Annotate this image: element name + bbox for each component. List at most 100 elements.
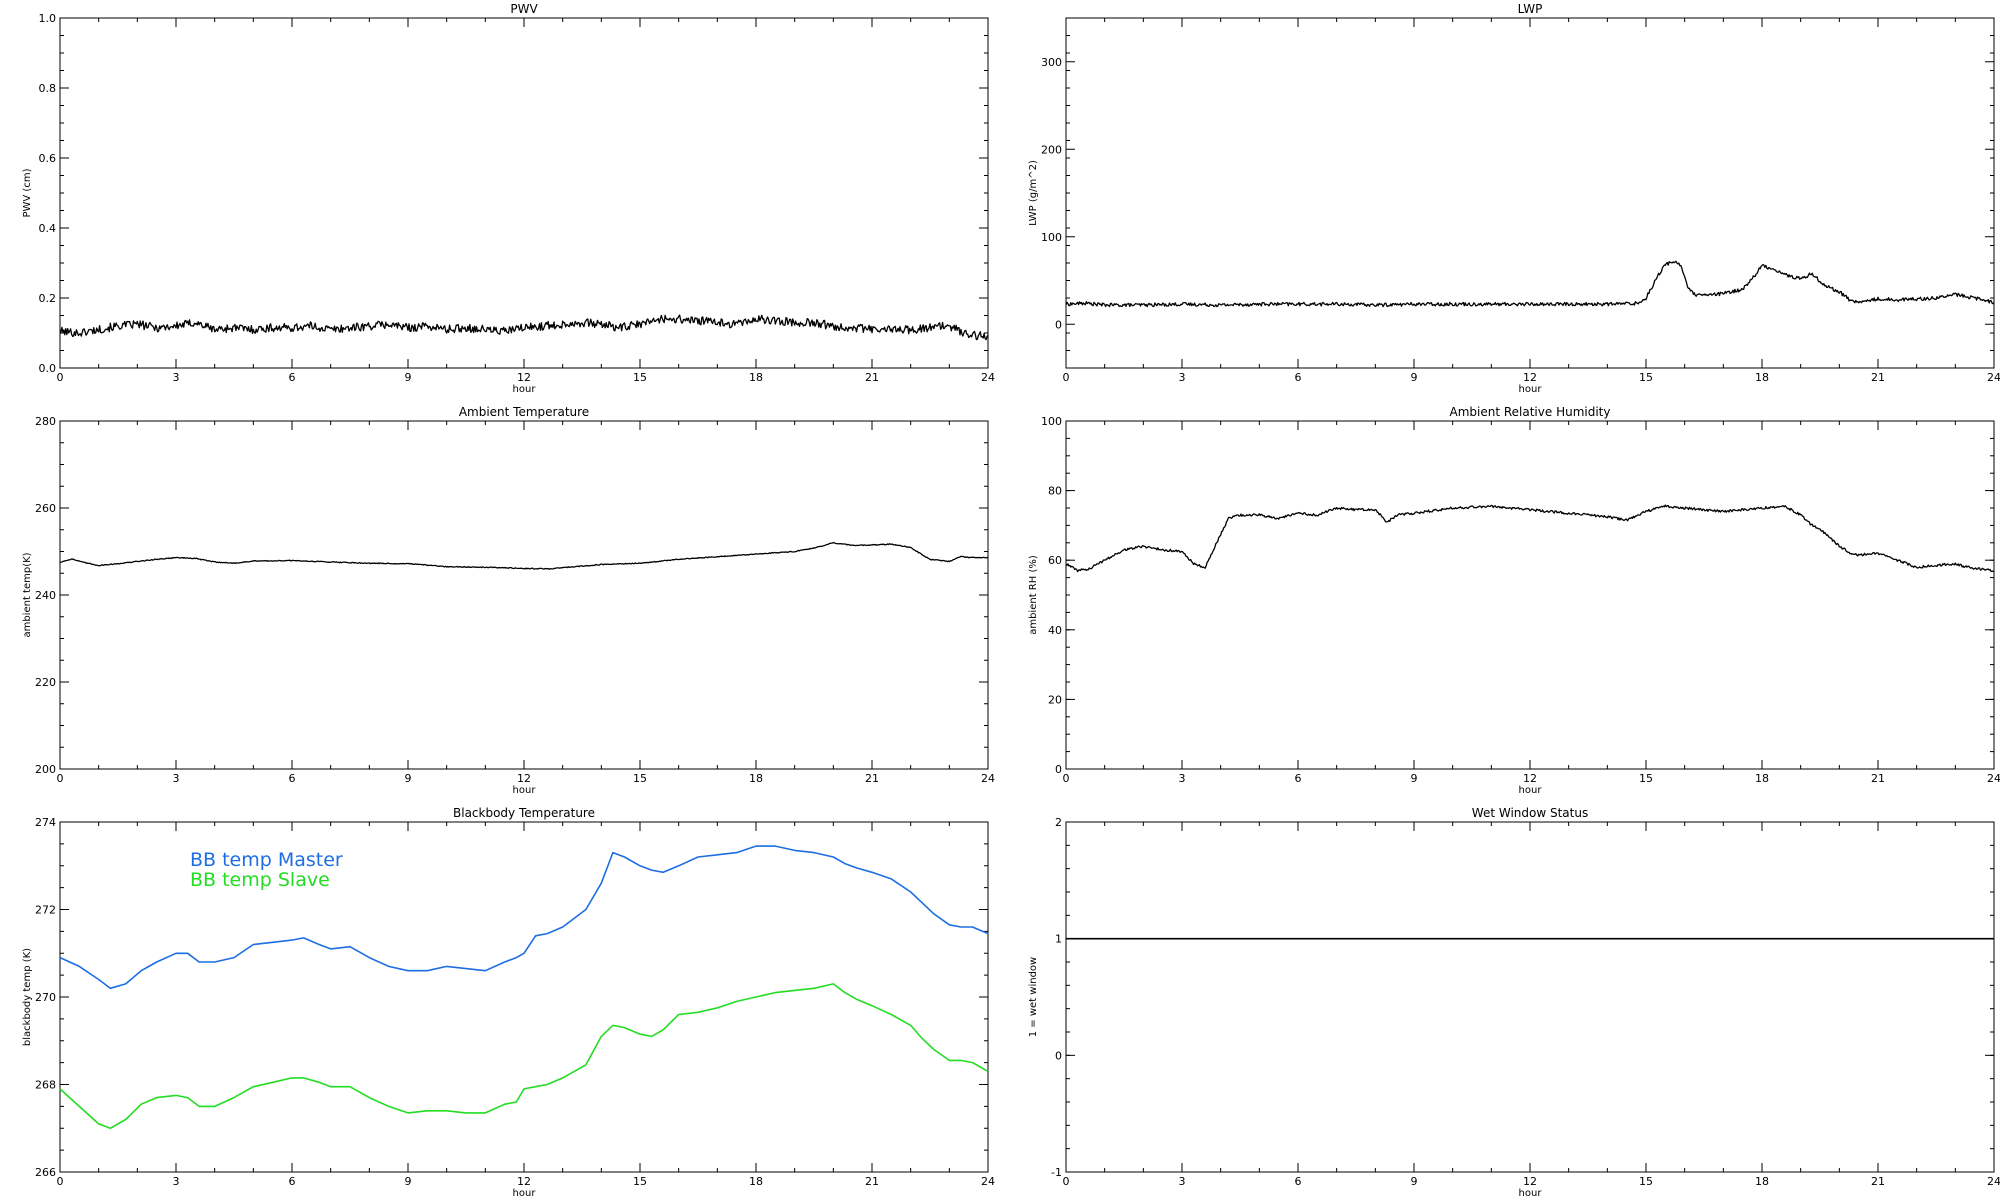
x-tick-label: 18 bbox=[1755, 1175, 1769, 1188]
y-tick-label: 20 bbox=[1048, 693, 1062, 706]
x-tick-label: 12 bbox=[517, 772, 531, 785]
x-tick-label: 21 bbox=[865, 772, 879, 785]
x-tick-label: 6 bbox=[289, 1175, 296, 1188]
chart-panel: Ambient Relative Humidity 0 3 6 9 12 15 18 21 24 0… bbox=[1028, 405, 2000, 796]
x-tick-label: 21 bbox=[1871, 772, 1885, 785]
plot-frame bbox=[1065, 821, 1995, 1173]
x-tick-label: 18 bbox=[1755, 371, 1769, 384]
x-tick-label: 9 bbox=[1411, 371, 1418, 384]
y-tick-label: 0 bbox=[1055, 318, 1062, 331]
x-tick-label: 0 bbox=[1063, 1175, 1070, 1188]
y-tick-label: 220 bbox=[35, 676, 56, 689]
y-tick-label: 0.4 bbox=[39, 222, 57, 235]
y-tick-label: 270 bbox=[35, 991, 56, 1004]
series-line bbox=[59, 541, 989, 570]
x-tick-label: 15 bbox=[633, 1175, 647, 1188]
y-axis-label: 1 = wet window bbox=[1028, 957, 1039, 1037]
y-tick-label: 268 bbox=[35, 1079, 56, 1092]
chart-title: Ambient Temperature bbox=[459, 405, 589, 419]
x-tick-label: 3 bbox=[1179, 371, 1186, 384]
x-tick-label: 24 bbox=[1987, 371, 2000, 384]
chart-title: Wet Window Status bbox=[1472, 806, 1588, 820]
x-tick-label: 24 bbox=[981, 1175, 995, 1188]
x-tick-label: 18 bbox=[749, 772, 763, 785]
y-tick-label: 2 bbox=[1055, 816, 1062, 829]
y-tick-label: -1 bbox=[1051, 1166, 1062, 1179]
x-tick-label: 6 bbox=[1295, 1175, 1302, 1188]
x-axis-label: hour bbox=[513, 785, 537, 796]
x-tick-label: 12 bbox=[1523, 371, 1537, 384]
y-tick-label: 0.6 bbox=[39, 152, 57, 165]
x-tick-label: 0 bbox=[1063, 371, 1070, 384]
legend-entry: BB temp Slave bbox=[190, 869, 330, 891]
y-tick-label: 280 bbox=[35, 415, 56, 428]
y-tick-label: 60 bbox=[1048, 554, 1062, 567]
plot-frame bbox=[59, 420, 989, 770]
y-axis-label: LWP (g/m^2) bbox=[1028, 160, 1039, 226]
plot-frame bbox=[1065, 17, 1995, 369]
chart-title: Blackbody Temperature bbox=[453, 806, 595, 820]
x-tick-label: 9 bbox=[405, 1175, 412, 1188]
chart-panel: LWP 0 3 6 9 12 15 18 21 24 0 100 200 300 hour LWP (g/m^… bbox=[1028, 2, 2000, 395]
chart-title: Ambient Relative Humidity bbox=[1450, 405, 1611, 419]
plot-frame bbox=[1065, 420, 1995, 770]
x-tick-label: 9 bbox=[1411, 772, 1418, 785]
x-tick-label: 6 bbox=[1295, 371, 1302, 384]
x-axis-label: hour bbox=[513, 384, 537, 395]
chart-title: PWV bbox=[510, 2, 538, 16]
x-tick-label: 24 bbox=[1987, 1175, 2000, 1188]
x-tick-label: 6 bbox=[289, 371, 296, 384]
x-tick-label: 12 bbox=[1523, 1175, 1537, 1188]
y-tick-label: 300 bbox=[1041, 56, 1062, 69]
x-axis-label: hour bbox=[1519, 1188, 1543, 1199]
x-tick-label: 15 bbox=[633, 772, 647, 785]
y-tick-label: 272 bbox=[35, 904, 56, 917]
y-tick-label: 0.0 bbox=[39, 362, 57, 375]
x-tick-label: 0 bbox=[57, 772, 64, 785]
y-axis-label: ambient temp(K) bbox=[22, 552, 33, 637]
x-tick-label: 6 bbox=[1295, 772, 1302, 785]
y-tick-label: 0 bbox=[1055, 763, 1062, 776]
x-axis-label: hour bbox=[1519, 384, 1543, 395]
x-tick-label: 24 bbox=[981, 772, 995, 785]
chart-title: LWP bbox=[1518, 2, 1543, 16]
y-tick-label: 274 bbox=[35, 816, 56, 829]
y-tick-label: 200 bbox=[35, 763, 56, 776]
x-tick-label: 21 bbox=[865, 1175, 879, 1188]
chart-panel: Blackbody Temperature 0 3 6 9 12 15 18 21 24 266 26… bbox=[22, 806, 995, 1199]
x-tick-label: 3 bbox=[173, 772, 180, 785]
legend-entry: BB temp Master bbox=[190, 849, 343, 871]
x-tick-label: 18 bbox=[749, 371, 763, 384]
x-tick-label: 15 bbox=[633, 371, 647, 384]
plot-frame bbox=[59, 17, 989, 369]
y-tick-label: 200 bbox=[1041, 143, 1062, 156]
x-tick-label: 21 bbox=[1871, 1175, 1885, 1188]
x-tick-label: 21 bbox=[1871, 371, 1885, 384]
series-line bbox=[1065, 260, 1995, 308]
y-tick-label: 260 bbox=[35, 502, 56, 515]
y-tick-label: 100 bbox=[1041, 415, 1062, 428]
x-tick-label: 24 bbox=[1987, 772, 2000, 785]
y-axis-label: PWV (cm) bbox=[22, 168, 33, 217]
x-tick-label: 12 bbox=[1523, 772, 1537, 785]
x-tick-label: 18 bbox=[1755, 772, 1769, 785]
x-axis-label: hour bbox=[1519, 785, 1543, 796]
x-tick-label: 15 bbox=[1639, 772, 1653, 785]
y-tick-label: 266 bbox=[35, 1166, 56, 1179]
y-tick-label: 40 bbox=[1048, 624, 1062, 637]
y-tick-label: 80 bbox=[1048, 485, 1062, 498]
y-tick-label: 0.8 bbox=[39, 82, 57, 95]
x-tick-label: 0 bbox=[1063, 772, 1070, 785]
x-tick-label: 3 bbox=[1179, 1175, 1186, 1188]
series-line bbox=[1065, 504, 1995, 573]
y-axis-label: ambient RH (%) bbox=[1028, 555, 1039, 635]
series-line bbox=[59, 983, 989, 1130]
y-tick-label: 100 bbox=[1041, 231, 1062, 244]
y-axis-label: blackbody temp (K) bbox=[22, 948, 33, 1046]
x-tick-label: 12 bbox=[517, 371, 531, 384]
x-tick-label: 12 bbox=[517, 1175, 531, 1188]
x-tick-label: 6 bbox=[289, 772, 296, 785]
x-tick-label: 15 bbox=[1639, 1175, 1653, 1188]
chart-panel: Ambient Temperature 0 3 6 9 12 15 18 21 24 200 220 2… bbox=[22, 405, 995, 796]
